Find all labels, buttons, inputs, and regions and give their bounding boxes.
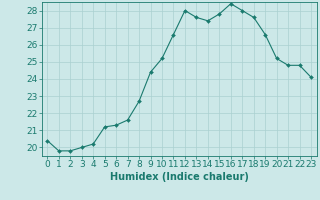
X-axis label: Humidex (Indice chaleur): Humidex (Indice chaleur): [110, 172, 249, 182]
